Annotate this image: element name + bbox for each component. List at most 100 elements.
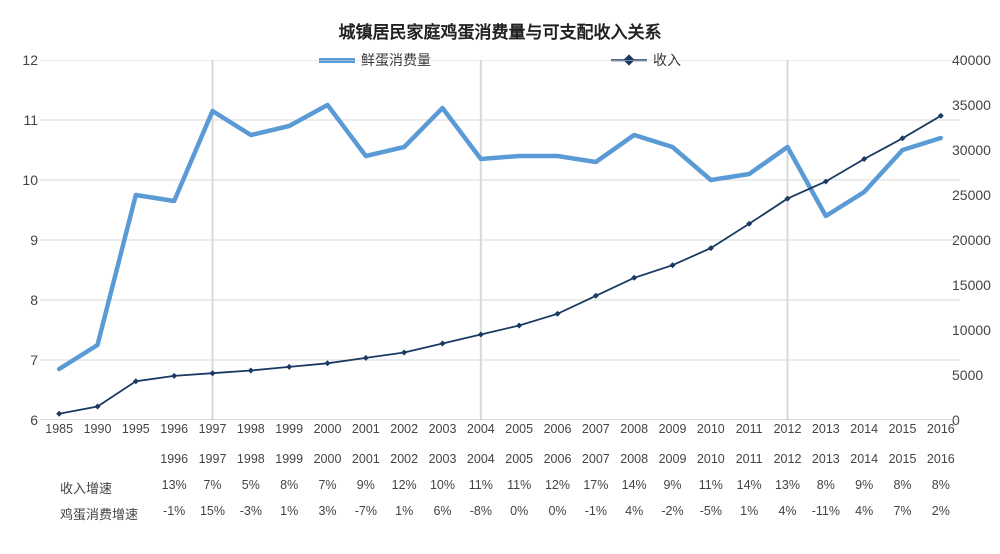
x-tick: 2003	[429, 422, 457, 436]
chart-container: 城镇居民家庭鸡蛋消费量与可支配收入关系 鲜蛋消费量 收入 6789101112 …	[0, 0, 1000, 554]
x-tick: 2007	[582, 422, 610, 436]
x-tick: 2002	[390, 422, 418, 436]
table-cell: -1%	[163, 504, 185, 518]
x-tick: 2005	[505, 422, 533, 436]
table-cell: 11%	[469, 478, 493, 492]
table-year-cell: 2009	[659, 452, 687, 466]
table-cell: -11%	[812, 504, 840, 518]
x-tick: 2001	[352, 422, 380, 436]
x-tick: 2015	[889, 422, 917, 436]
y-left-tick: 11	[2, 112, 38, 128]
table-year-cell: 1996	[160, 452, 188, 466]
table-cell: 1%	[395, 504, 413, 518]
y-left-tick: 9	[2, 232, 38, 248]
table-cell: 11%	[699, 478, 723, 492]
x-tick: 1998	[237, 422, 265, 436]
table-cell: 9%	[855, 478, 873, 492]
table-cell: 8%	[817, 478, 835, 492]
chart-title: 城镇居民家庭鸡蛋消费量与可支配收入关系	[0, 18, 1000, 43]
table-year-cell: 2006	[544, 452, 572, 466]
table-cell: 13%	[162, 478, 187, 492]
table-cell: -2%	[661, 504, 683, 518]
table-cell: 17%	[583, 478, 608, 492]
table-year-cell: 1997	[199, 452, 227, 466]
table-cell: 12%	[545, 478, 570, 492]
table-cell: 14%	[622, 478, 647, 492]
table-cell: 8%	[280, 478, 298, 492]
table-cell: 14%	[737, 478, 762, 492]
table-cell: 1%	[280, 504, 298, 518]
x-tick: 2013	[812, 422, 840, 436]
table-year-cell: 2013	[812, 452, 840, 466]
table-year-cell: 1999	[275, 452, 303, 466]
table-cell: -1%	[585, 504, 607, 518]
table-cell: 7%	[893, 504, 911, 518]
table-cell: 6%	[433, 504, 451, 518]
x-tick: 2016	[927, 422, 955, 436]
table-cell: 12%	[392, 478, 417, 492]
table-year-cell: 2010	[697, 452, 725, 466]
table-cell: -7%	[355, 504, 377, 518]
table-cell: 9%	[357, 478, 375, 492]
table-cell: -8%	[470, 504, 492, 518]
x-tick: 2009	[659, 422, 687, 436]
table-cell: 4%	[855, 504, 873, 518]
table-cell: 1%	[740, 504, 758, 518]
row-head-egg: 鸡蛋消费增速	[60, 504, 155, 523]
table-cell: 4%	[778, 504, 796, 518]
table-cell: 7%	[203, 478, 221, 492]
table-year-cell: 2011	[736, 452, 763, 466]
table-cell: 10%	[430, 478, 455, 492]
table-year-cell: 2004	[467, 452, 495, 466]
table-cell: 8%	[932, 478, 950, 492]
table-year-cell: 2012	[774, 452, 802, 466]
table-year-cell: 2000	[314, 452, 342, 466]
table-cell: 11%	[507, 478, 531, 492]
x-tick: 2004	[467, 422, 495, 436]
table-cell: 4%	[625, 504, 643, 518]
x-tick: 2006	[544, 422, 572, 436]
table-year-cell: 1998	[237, 452, 265, 466]
table-cell: 0%	[548, 504, 566, 518]
table-cell: 7%	[318, 478, 336, 492]
y-left-tick: 8	[2, 292, 38, 308]
table-year-cell: 2007	[582, 452, 610, 466]
table-year-cell: 2016	[927, 452, 955, 466]
plot-area	[40, 60, 960, 420]
table-cell: 13%	[775, 478, 800, 492]
x-tick: 1985	[45, 422, 73, 436]
x-tick: 2012	[774, 422, 802, 436]
x-tick: 1999	[275, 422, 303, 436]
table-cell: 0%	[510, 504, 528, 518]
table-cell: 5%	[242, 478, 260, 492]
x-axis-labels: 1985199019951996199719981999200020012002…	[40, 422, 960, 442]
table-cell: -3%	[240, 504, 262, 518]
y-left-tick: 7	[2, 352, 38, 368]
y-left-tick: 10	[2, 172, 38, 188]
table-cell: 2%	[932, 504, 950, 518]
plot-svg	[40, 60, 960, 420]
x-tick: 2000	[314, 422, 342, 436]
table-cell: 15%	[200, 504, 225, 518]
x-tick: 2014	[850, 422, 878, 436]
table-year-cell: 2015	[889, 452, 917, 466]
table-year-cell: 2002	[390, 452, 418, 466]
table-year-cell: 2003	[429, 452, 457, 466]
table-year-cell: 2005	[505, 452, 533, 466]
table-cell: -5%	[700, 504, 722, 518]
x-tick: 1990	[84, 422, 112, 436]
table-year-cell: 2014	[850, 452, 878, 466]
table-year-cell: 2001	[352, 452, 380, 466]
y-left-tick: 12	[2, 52, 38, 68]
table-year-cell: 2008	[620, 452, 648, 466]
table-cell: 9%	[663, 478, 681, 492]
x-tick: 2010	[697, 422, 725, 436]
x-tick: 2008	[620, 422, 648, 436]
y-left-tick: 6	[2, 412, 38, 428]
x-tick: 2011	[736, 422, 763, 436]
x-tick: 1995	[122, 422, 150, 436]
row-head-income: 收入增速	[60, 478, 155, 497]
x-tick: 1996	[160, 422, 188, 436]
table-cell: 3%	[318, 504, 336, 518]
table-cell: 8%	[893, 478, 911, 492]
